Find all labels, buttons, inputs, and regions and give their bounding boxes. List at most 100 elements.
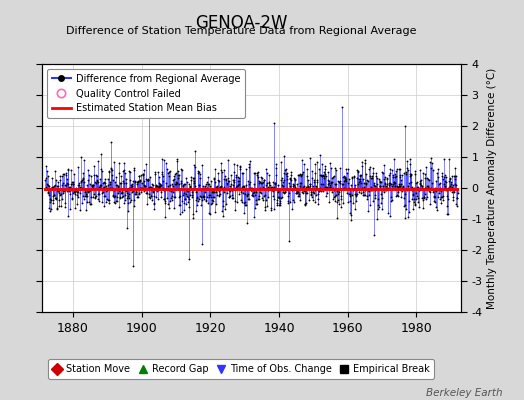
Point [201,188,210,195]
Point [80,179,89,185]
Point [338,181,346,187]
Point [93,178,101,184]
Point [403,165,411,172]
Point [368,173,377,180]
Point [410,185,419,191]
Point [414,184,422,190]
Point [90,191,98,198]
Point [264,186,272,193]
Point [139,182,148,188]
Point [227,186,236,193]
Point [397,194,405,200]
Point [286,175,294,182]
Point [201,185,209,191]
Point [74,164,83,170]
Point [129,262,137,269]
Point [314,196,322,203]
Point [110,187,118,193]
Point [130,203,139,210]
Point [437,194,445,200]
Point [126,169,134,175]
Point [159,178,167,184]
Point [81,193,89,199]
Point [301,201,309,208]
Point [43,186,51,192]
Point [373,180,381,187]
Point [418,195,427,201]
Point [378,195,386,202]
Point [50,191,59,198]
Point [320,168,329,175]
Point [370,180,378,187]
Point [57,186,65,192]
Point [197,202,205,208]
Point [157,182,166,188]
Point [243,220,252,226]
Point [332,181,340,187]
Point [313,191,322,197]
Point [422,185,430,191]
Point [417,177,425,184]
Point [177,180,185,186]
Point [409,190,418,197]
Point [289,198,298,205]
Point [336,165,345,172]
Point [348,192,356,198]
Point [111,193,119,199]
Point [92,172,100,178]
Point [196,187,205,194]
Point [401,123,409,129]
Point [416,177,424,184]
Point [377,191,386,197]
Point [92,176,101,183]
Point [233,178,242,184]
Point [157,188,165,195]
Point [106,139,115,145]
Point [290,182,298,188]
Point [450,189,458,196]
Point [335,201,343,207]
Point [366,164,375,170]
Point [44,181,52,188]
Point [193,202,201,208]
Point [206,192,214,198]
Point [158,185,167,192]
Point [435,180,444,187]
Point [166,181,174,188]
Point [361,187,369,193]
Point [298,157,307,163]
Point [239,200,248,206]
Point [187,177,195,183]
Point [438,170,446,176]
Point [95,184,104,190]
Point [88,182,96,188]
Point [288,186,296,192]
Point [291,176,300,182]
Point [141,186,149,192]
Point [268,187,276,194]
Point [72,201,81,207]
Point [96,182,105,189]
Point [174,194,183,200]
Point [302,190,310,197]
Point [247,184,255,191]
Point [217,182,225,189]
Point [230,169,238,176]
Point [156,180,164,187]
Point [377,205,386,212]
Point [231,198,239,204]
Point [93,158,102,164]
Point [394,189,402,195]
Point [257,174,266,180]
Point [65,184,73,191]
Point [444,185,453,192]
Point [423,182,431,189]
Point [263,180,271,186]
Point [272,165,280,172]
Point [75,182,83,188]
Point [157,194,165,200]
Point [271,180,279,186]
Point [178,198,186,204]
Point [304,197,313,203]
Point [84,177,93,184]
